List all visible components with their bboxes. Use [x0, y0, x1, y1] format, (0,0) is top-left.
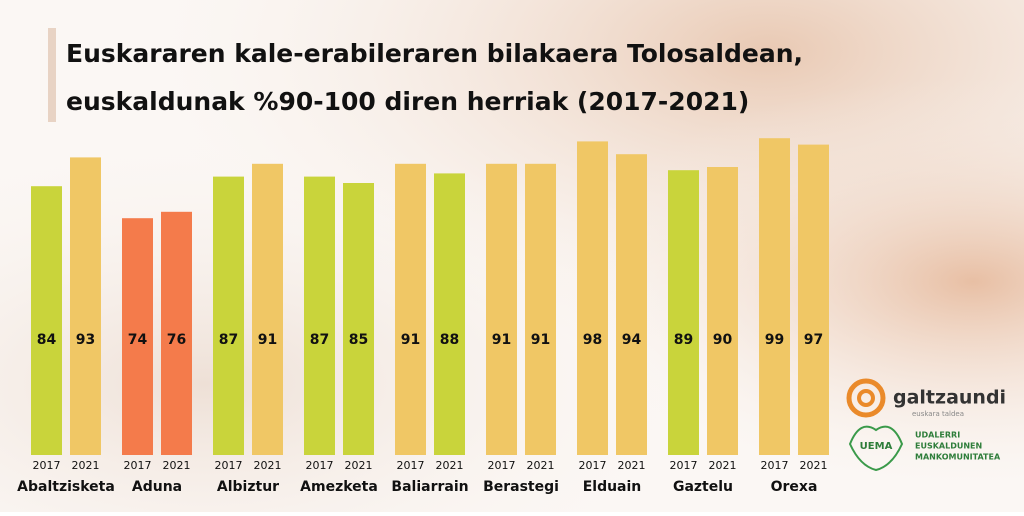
- x-tick-label: Aduna: [132, 479, 182, 495]
- series-label: 2017: [306, 459, 334, 472]
- chart-title: Euskararen kale-erabileraren bilakaera T…: [66, 39, 803, 68]
- series-label: 2017: [397, 459, 425, 472]
- logo-text: EUSKALDUNEN: [915, 442, 982, 451]
- bar: [577, 141, 608, 455]
- value-label: 97: [804, 332, 823, 348]
- logo-icon: [848, 425, 904, 472]
- value-label: 76: [167, 332, 186, 348]
- series-label: 2017: [670, 459, 698, 472]
- bar: [759, 138, 790, 455]
- value-label: 85: [349, 332, 368, 348]
- bar: [213, 176, 244, 455]
- bar: [434, 173, 465, 455]
- value-label: 87: [310, 332, 329, 348]
- bar: [161, 211, 192, 455]
- series-label: 2017: [215, 459, 243, 472]
- value-label: 84: [37, 332, 57, 348]
- bar: [252, 163, 283, 456]
- series-label: 2017: [761, 459, 789, 472]
- value-label: 94: [622, 332, 642, 348]
- title-accent: [48, 28, 56, 122]
- x-tick-label: Elduain: [583, 479, 642, 495]
- bar: [525, 163, 556, 456]
- logo-icon: [846, 378, 886, 418]
- bar: [395, 163, 426, 456]
- series-label: 2021: [618, 459, 646, 472]
- series-label: 2021: [709, 459, 737, 472]
- value-label: 90: [713, 332, 733, 348]
- value-label: 98: [583, 332, 602, 348]
- logo-subtext: euskara taldea: [912, 410, 964, 418]
- value-label: 93: [76, 332, 95, 348]
- value-label: 91: [401, 332, 420, 348]
- x-tick-label: Baliarrain: [391, 479, 468, 495]
- bar: [668, 170, 699, 455]
- value-label: 99: [765, 332, 784, 348]
- series-label: 2021: [254, 459, 282, 472]
- series-label: 2021: [163, 459, 191, 472]
- series-label: 2021: [527, 459, 555, 472]
- bar: [304, 176, 335, 455]
- value-label: 91: [258, 332, 277, 348]
- x-tick-label: Gaztelu: [673, 479, 733, 495]
- bar: [707, 167, 738, 455]
- galtzaundi-logo: galtzaundi euskara taldea: [846, 378, 1006, 418]
- bar: [798, 144, 829, 455]
- value-label: 89: [674, 332, 693, 348]
- series-label: 2021: [436, 459, 464, 472]
- bar: [486, 163, 517, 456]
- series-label: 2021: [800, 459, 828, 472]
- value-label: 87: [219, 332, 238, 348]
- bar: [122, 218, 153, 455]
- value-label: 91: [531, 332, 550, 348]
- value-label: 91: [492, 332, 511, 348]
- bar: [70, 157, 101, 455]
- logo-text: MANKOMUNITATEA: [915, 453, 1001, 462]
- x-tick-label: Orexa: [771, 479, 818, 495]
- series-label: 2017: [33, 459, 61, 472]
- logo-text: UDALERRI: [915, 431, 960, 440]
- chart-title: euskaldunak %90-100 diren herriak (2017-…: [66, 87, 749, 116]
- logo-text: galtzaundi: [893, 387, 1006, 409]
- series-label: 2021: [345, 459, 373, 472]
- logo-icon: [857, 389, 875, 407]
- bar: [616, 154, 647, 455]
- logo-text: UEMA: [860, 441, 893, 452]
- bar: [31, 186, 62, 455]
- x-tick-label: Amezketa: [300, 479, 378, 495]
- value-label: 88: [440, 332, 459, 348]
- bar: [343, 183, 374, 455]
- x-tick-label: Albiztur: [217, 479, 279, 495]
- series-label: 2017: [579, 459, 607, 472]
- value-label: 74: [128, 332, 148, 348]
- series-label: 2017: [124, 459, 152, 472]
- uema-logo: UEMA UDALERRI EUSKALDUNEN MANKOMUNITATEA: [848, 425, 1001, 472]
- series-label: 2021: [72, 459, 100, 472]
- x-tick-label: Abaltzisketa: [17, 479, 115, 495]
- x-tick-label: Berastegi: [483, 479, 559, 495]
- series-label: 2017: [488, 459, 516, 472]
